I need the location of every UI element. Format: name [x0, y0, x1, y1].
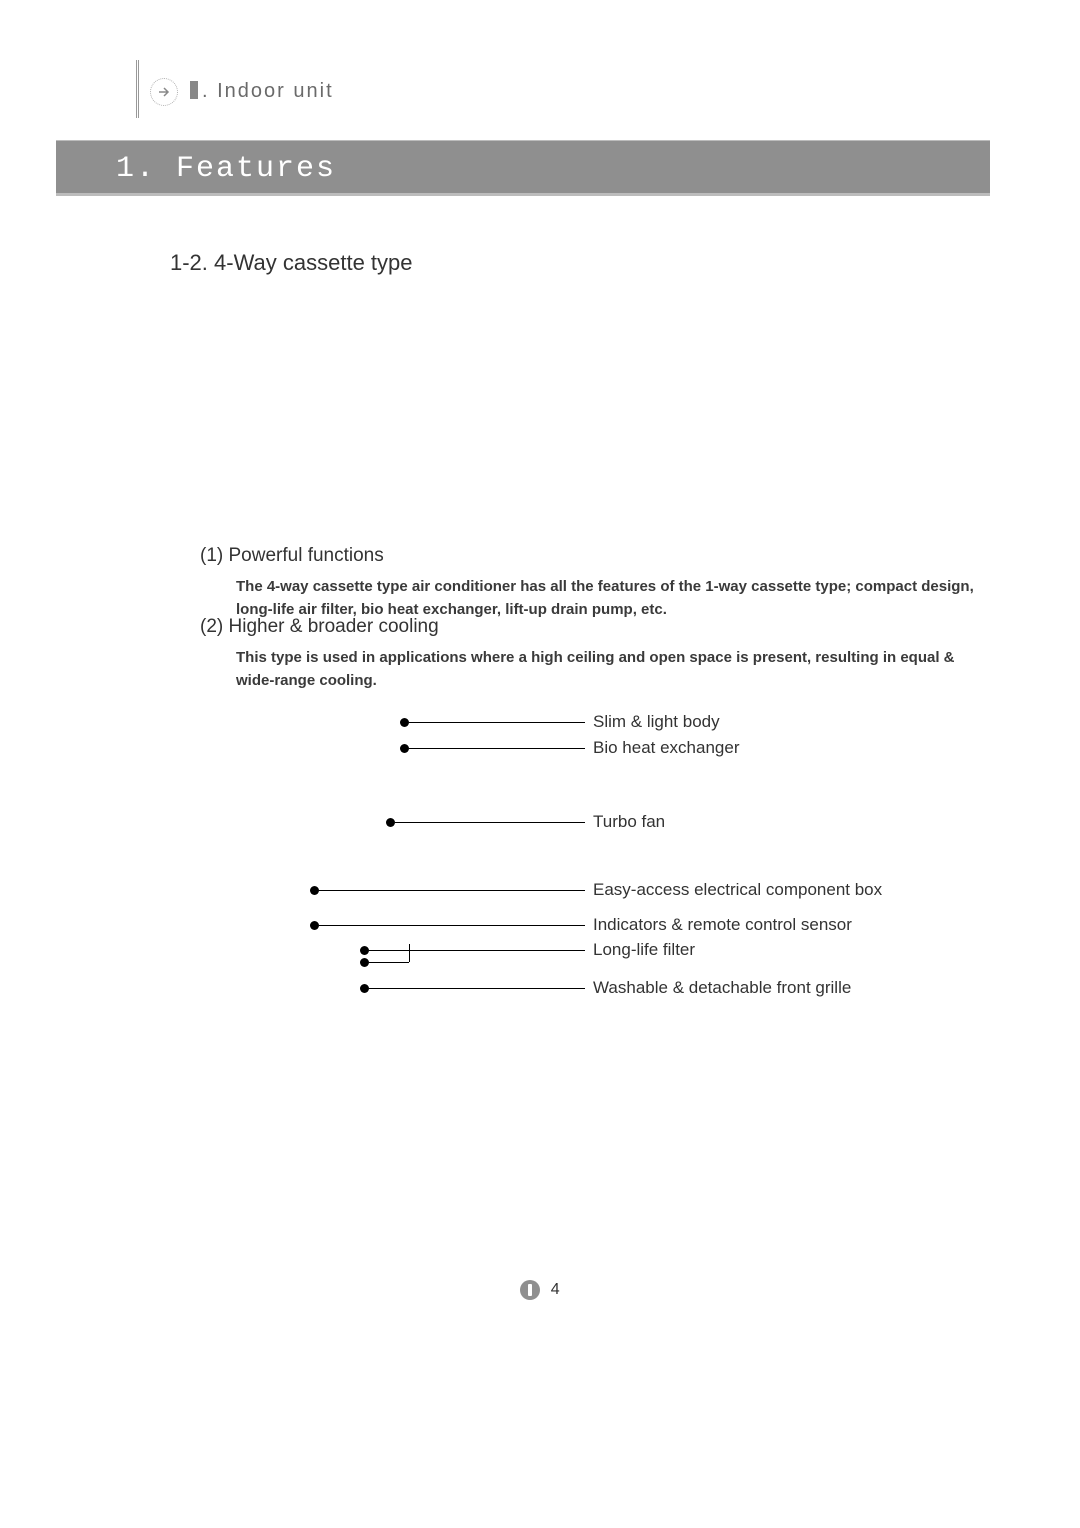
callout-leader-line [369, 950, 585, 951]
callout-elbow-line [369, 962, 409, 963]
callout-leader-line [409, 722, 585, 723]
feature-heading: (2) Higher & broader cooling [200, 616, 439, 638]
section-label: . Indoor unit [202, 80, 334, 102]
callout-label: Washable & detachable front grille [585, 978, 851, 998]
callout-dot-icon [400, 718, 409, 727]
callout-dot-icon [310, 886, 319, 895]
callout-turbo: Turbo fan [386, 812, 665, 832]
section-heading: . Indoor unit [190, 80, 334, 103]
header-double-rule [136, 60, 139, 118]
callout-dot-icon [400, 744, 409, 753]
callout-leader-line [409, 748, 585, 749]
callout-label: Indicators & remote control sensor [585, 915, 852, 935]
subsection-title: 1-2. 4-Way cassette type [170, 250, 413, 276]
page-footer: 4 [0, 1280, 1080, 1300]
feature-heading: (1) Powerful functions [200, 545, 384, 567]
callout-elbow-line [409, 944, 410, 962]
callout-dot-icon [310, 921, 319, 930]
callout-bio: Bio heat exchanger [400, 738, 740, 758]
callout-leader-line [319, 890, 585, 891]
document-page: . Indoor unit 1. Features 1-2. 4-Way cas… [0, 0, 1080, 1528]
callout-grille: Washable & detachable front grille [360, 978, 851, 998]
callout-dot-icon [386, 818, 395, 827]
page-number: 4 [551, 1281, 560, 1298]
callout-filter: Long-life filter [360, 940, 695, 960]
callout-ebox: Easy-access electrical component box [310, 880, 882, 900]
callout-label: Long-life filter [585, 940, 695, 960]
section-marker-icon [190, 81, 198, 99]
feature-body: This type is used in applications where … [236, 646, 976, 693]
page-number-icon [520, 1280, 540, 1300]
chapter-title-text: 1. Features [116, 152, 336, 186]
callout-leader-line [319, 925, 585, 926]
callout-leader-line [369, 988, 585, 989]
callout-diagram: Slim & light body Bio heat exchanger Turbo… [170, 700, 970, 1020]
callout-slim: Slim & light body [400, 712, 720, 732]
callout-label: Bio heat exchanger [585, 738, 740, 758]
callout-dot-icon [360, 958, 369, 967]
feature-body: The 4-way cassette type air conditioner … [236, 575, 976, 622]
chapter-title-banner: 1. Features [56, 140, 990, 196]
callout-label: Easy-access electrical component box [585, 880, 882, 900]
callout-dot-icon [360, 946, 369, 955]
callout-dot-icon [360, 984, 369, 993]
callout-label: Turbo fan [585, 812, 665, 832]
callout-leader-line [395, 822, 585, 823]
arrow-circle-icon [150, 78, 178, 106]
callout-label: Slim & light body [585, 712, 720, 732]
callout-ind: Indicators & remote control sensor [310, 915, 852, 935]
